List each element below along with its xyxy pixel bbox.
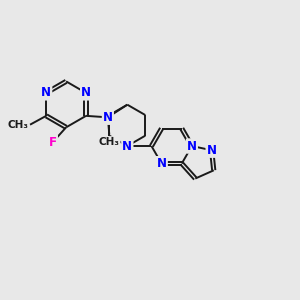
- Text: N: N: [187, 140, 197, 152]
- Text: CH₃: CH₃: [99, 137, 120, 147]
- Text: F: F: [49, 136, 57, 148]
- Text: N: N: [157, 157, 166, 170]
- Text: CH₃: CH₃: [99, 137, 120, 147]
- Text: N: N: [41, 86, 51, 99]
- Text: N: N: [103, 111, 113, 124]
- Text: CH₃: CH₃: [8, 120, 29, 130]
- Text: F: F: [49, 136, 57, 148]
- Text: N: N: [122, 140, 132, 152]
- Text: N: N: [81, 86, 91, 99]
- Text: N: N: [207, 144, 217, 157]
- Text: N: N: [103, 111, 113, 124]
- Text: N: N: [207, 144, 217, 157]
- Text: N: N: [122, 140, 132, 152]
- Text: N: N: [81, 86, 91, 99]
- Text: N: N: [157, 157, 166, 170]
- Text: N: N: [41, 86, 51, 99]
- Text: CH₃: CH₃: [8, 120, 29, 130]
- Text: N: N: [157, 157, 166, 170]
- Text: N: N: [187, 140, 197, 152]
